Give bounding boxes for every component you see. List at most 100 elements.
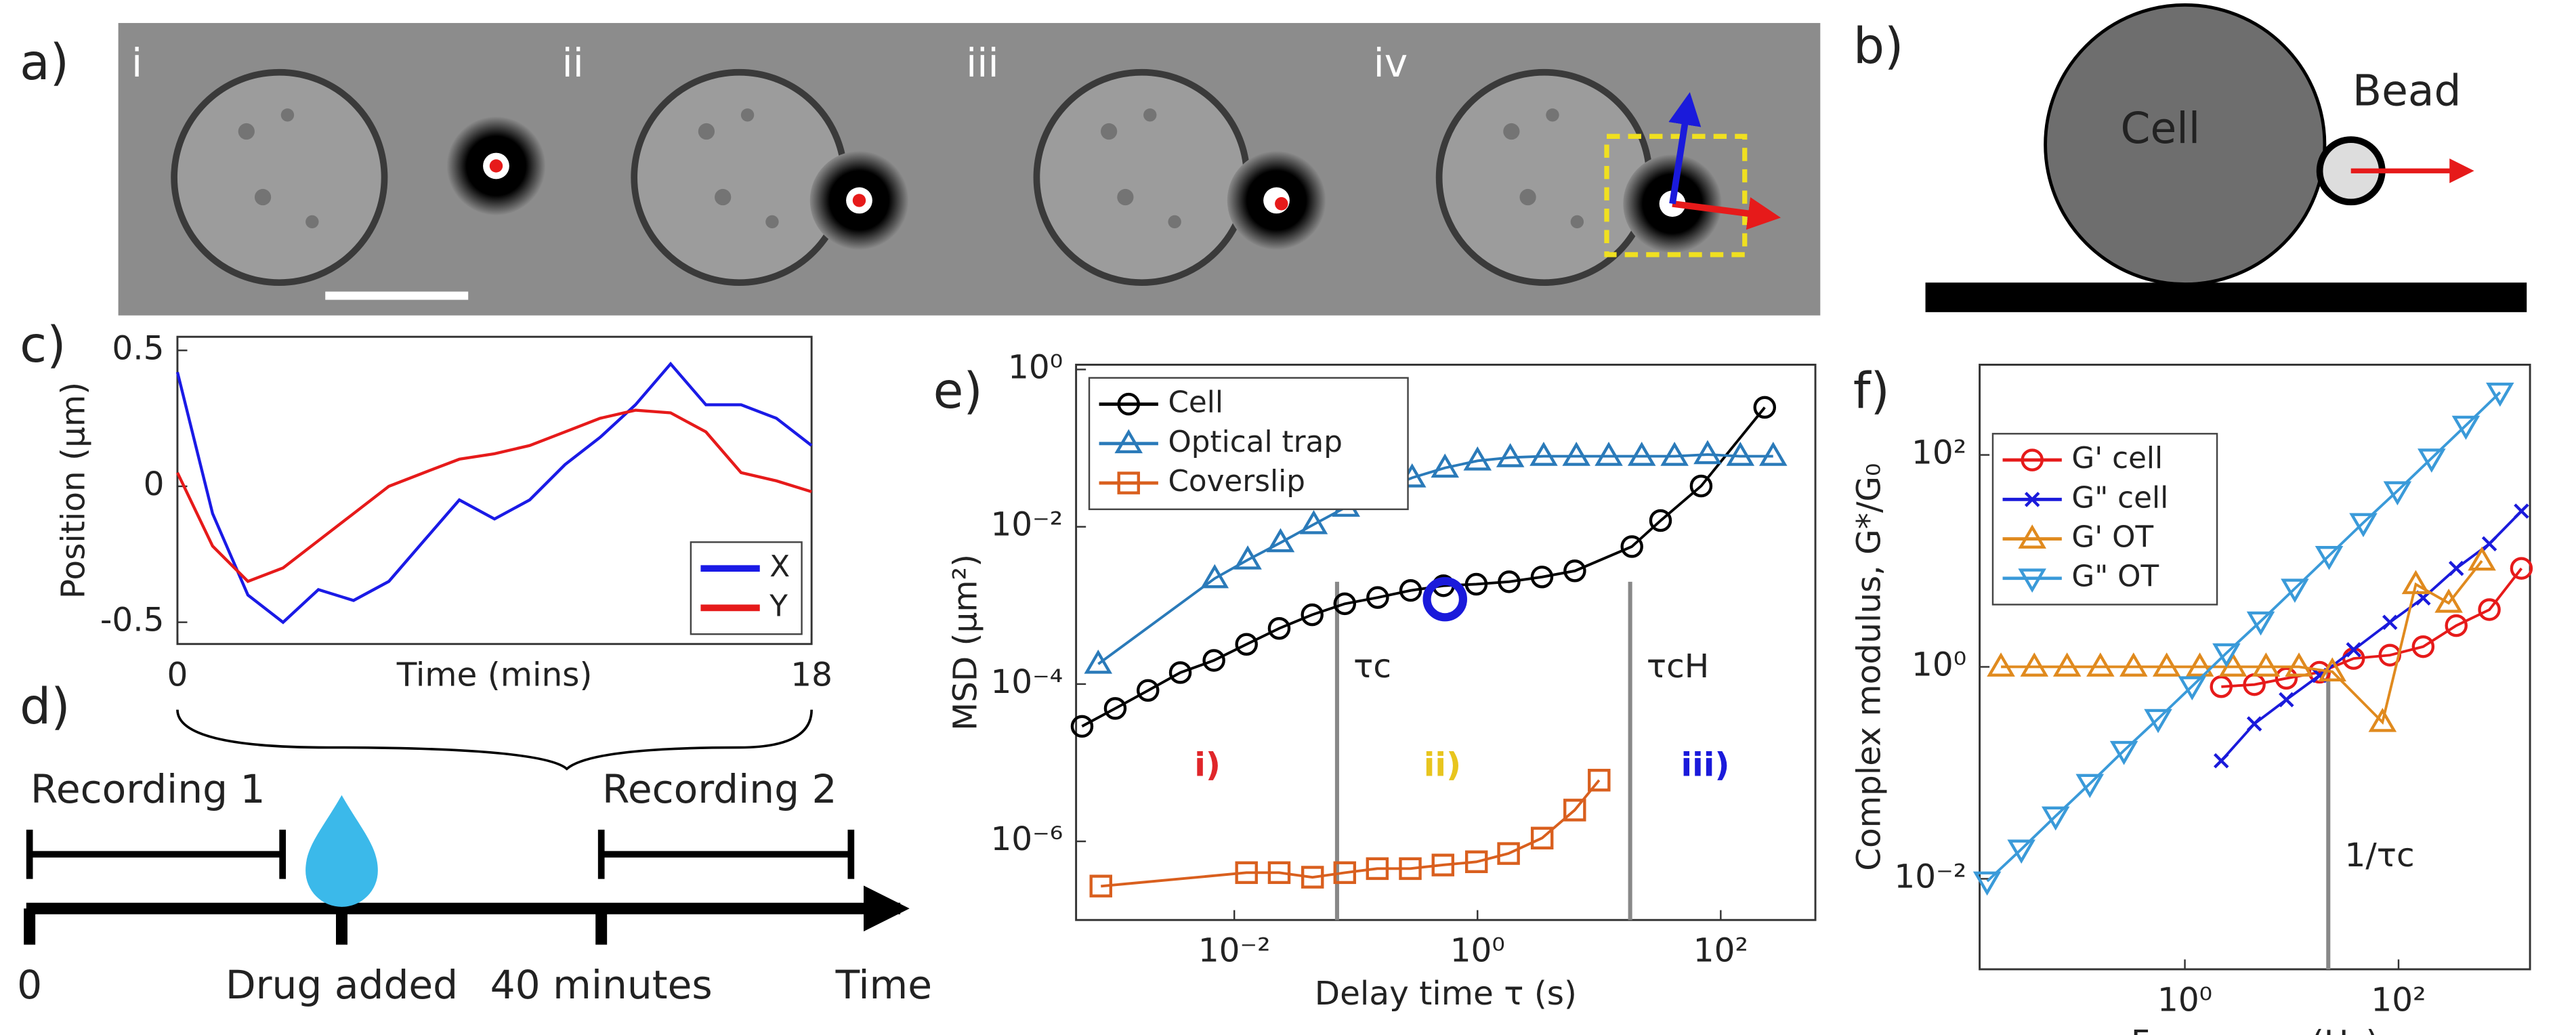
marker — [1333, 592, 1357, 616]
marker — [2119, 652, 2148, 677]
marker — [1649, 509, 1672, 532]
marker — [1759, 442, 1788, 466]
marker — [1137, 679, 1160, 702]
y-tick-label: -0.5 — [100, 601, 165, 639]
y-tick-label: 0 — [144, 465, 165, 503]
marker — [1987, 652, 2015, 677]
x-tick-label: 10⁰ — [2157, 981, 2212, 1019]
reference-label: τcH — [1647, 648, 1709, 685]
marker — [1070, 715, 1094, 738]
panel-label: c) — [20, 316, 66, 374]
marker — [1563, 559, 1586, 583]
legend-label: Cell — [1168, 385, 1223, 420]
recording-label: Recording 1 — [30, 766, 266, 812]
x-axis-label: Time (mins) — [396, 656, 593, 694]
reference-label: τc — [1353, 648, 1391, 685]
legend-marker — [2018, 568, 2046, 593]
region-label: iii) — [1681, 746, 1730, 784]
marker — [1431, 853, 1455, 876]
marker — [1266, 528, 1295, 553]
timeline-label: Drug added — [226, 962, 458, 1008]
y-tick-label: 10⁻² — [990, 506, 1063, 544]
marker — [1496, 443, 1525, 467]
y-axis-label: Position (μm) — [55, 382, 93, 599]
legend-box — [1991, 433, 2218, 606]
marker — [2246, 611, 2275, 636]
marker — [1301, 603, 1324, 627]
y-tick-label: 10⁰ — [1008, 348, 1063, 386]
marker — [1464, 850, 1488, 873]
marker — [1595, 442, 1623, 466]
marker — [1689, 474, 1713, 498]
panel-label: f) — [1853, 362, 1890, 420]
legend-marker — [1117, 392, 1140, 416]
marker — [2315, 546, 2344, 570]
highlight — [1422, 576, 1467, 622]
legend-marker — [2021, 448, 2044, 471]
axes-frame — [1075, 363, 1817, 921]
marker — [1299, 509, 1328, 534]
marker — [1497, 842, 1520, 865]
legend-marker — [2018, 524, 2046, 549]
y-tick-label: 10⁻⁴ — [990, 663, 1063, 701]
legend-label: G' cell — [2071, 441, 2163, 476]
marker — [2318, 657, 2347, 681]
legend-box — [690, 541, 803, 635]
marker — [2411, 635, 2435, 658]
marker — [2451, 415, 2480, 440]
recording-label: Recording 2 — [602, 766, 837, 812]
cell-label: Cell — [2120, 103, 2200, 153]
legend-label: Optical trap — [1168, 425, 1343, 459]
marker — [2468, 546, 2496, 571]
marker — [2275, 667, 2298, 690]
legend-label: X — [769, 549, 790, 584]
marker — [1562, 442, 1590, 466]
marker — [2178, 676, 2207, 701]
marker — [1463, 446, 1492, 471]
series-line — [1986, 391, 2501, 883]
marker — [2478, 598, 2501, 621]
marker — [2185, 652, 2214, 677]
marker — [2144, 709, 2172, 734]
marker — [1333, 861, 1357, 885]
legend-label: G" OT — [2071, 559, 2159, 594]
marker — [1498, 570, 1521, 593]
marker — [2448, 560, 2464, 576]
marker — [2246, 716, 2262, 732]
region-label: i) — [1194, 746, 1221, 784]
series-line — [2001, 559, 2483, 725]
marker — [1431, 453, 1460, 478]
marker — [1972, 871, 2002, 896]
marker — [1084, 649, 1113, 674]
legend-label: G' OT — [2071, 520, 2153, 555]
legend-marker — [1114, 429, 1143, 454]
frame-label: i — [131, 40, 142, 86]
marker — [1267, 861, 1291, 885]
marker — [1267, 617, 1291, 640]
y-tick-label: 10⁰ — [1912, 646, 1966, 684]
marker — [2383, 481, 2412, 506]
marker — [2514, 503, 2529, 519]
marker — [1168, 661, 1192, 684]
series-line — [2221, 567, 2523, 688]
timeline-label: Time — [835, 962, 932, 1008]
x-tick-label: 10⁻² — [1198, 932, 1271, 970]
marker — [2368, 707, 2397, 732]
timeline-label: 40 minutes — [490, 962, 713, 1008]
marker — [2401, 570, 2430, 595]
marker — [2434, 589, 2463, 613]
bead-label: Bead — [2352, 65, 2462, 115]
legend-marker — [2024, 492, 2040, 507]
marker — [1693, 440, 1722, 465]
legend-label: Coverslip — [1168, 464, 1305, 499]
panel-label: d) — [20, 678, 70, 736]
marker — [1627, 442, 1656, 466]
timeline-label: 0 — [17, 962, 42, 1008]
marker — [2346, 642, 2361, 658]
marker — [1235, 861, 1258, 885]
series-line — [2220, 510, 2522, 762]
marker — [2349, 513, 2378, 538]
marker — [2075, 774, 2105, 799]
marker — [1620, 535, 1643, 558]
